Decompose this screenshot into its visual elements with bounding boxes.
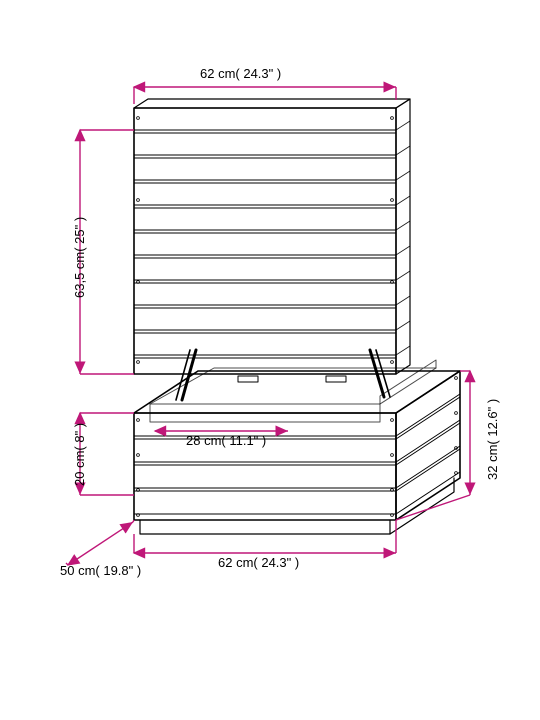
dim-top-width-label: 62 cm( 24.3" )	[200, 67, 281, 81]
product-outline	[134, 99, 460, 534]
dim-depth-label: 50 cm( 19.8" )	[60, 564, 141, 578]
dim-side-height-label: 32 cm( 12.6" )	[486, 399, 500, 480]
diagram-stage: 62 cm( 24.3" ) 63,5 cm( 25" ) 20 cm( 8" …	[0, 0, 540, 720]
dim-front-height-label: 20 cm( 8" )	[73, 423, 87, 486]
isometric-drawing	[0, 0, 540, 720]
dim-lid-height-label: 63,5 cm( 25" )	[73, 217, 87, 298]
dim-bottom-width-label: 62 cm( 24.3" )	[218, 556, 299, 570]
dim-inner-width-label: 28 cm( 11.1" )	[186, 434, 266, 448]
